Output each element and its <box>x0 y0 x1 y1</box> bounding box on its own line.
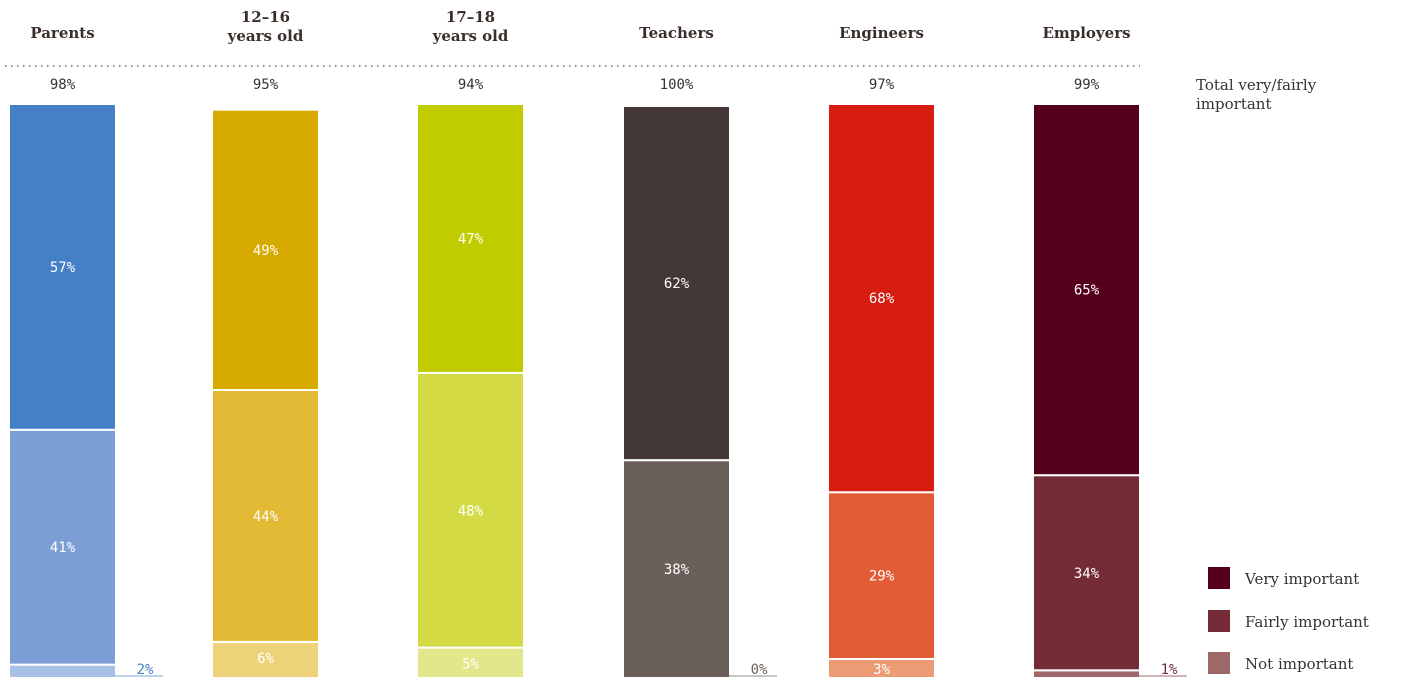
bar-segment <box>213 642 318 677</box>
data-label: 38% <box>664 562 690 578</box>
segment-separator <box>624 459 729 462</box>
segment-separator <box>213 640 318 643</box>
legend: Very important Fairly important Not import… <box>1208 567 1369 674</box>
bar-segment <box>418 105 523 372</box>
segment-separator <box>418 371 523 374</box>
bar-segment <box>1034 476 1139 670</box>
outside-data-label: 0% <box>751 662 768 677</box>
legend-label: Very important <box>1244 570 1359 588</box>
total-label-line-1: Total very/fairly <box>1196 76 1317 94</box>
data-label: 6% <box>257 651 274 667</box>
bar-segment <box>624 107 729 460</box>
bars: 41% 57% 6% 44% 49% 5% 48% 47% 38% 62% 3% 29% 68% 34% 6… <box>10 105 1139 677</box>
total-label-line-2: important <box>1196 95 1271 113</box>
bar-segment <box>418 373 523 647</box>
total-value: 100% <box>660 77 694 93</box>
segment-separator <box>829 491 934 494</box>
bar-segment <box>418 648 523 677</box>
legend-swatch <box>1208 652 1230 674</box>
bar-segment <box>1034 671 1139 677</box>
bar-segment <box>10 665 115 677</box>
data-label: 65% <box>1074 283 1100 299</box>
bar-segment <box>829 493 934 658</box>
data-label: 29% <box>869 569 895 585</box>
legend-label: Fairly important <box>1245 613 1369 631</box>
total-value: 99% <box>1074 77 1100 93</box>
data-label: 34% <box>1074 566 1100 582</box>
total-value: 98% <box>50 77 76 93</box>
legend-swatch <box>1208 610 1230 632</box>
outside-data-label: 2% <box>137 662 154 677</box>
column-header: years old <box>227 27 304 45</box>
segment-separator <box>1034 669 1139 672</box>
data-label: 47% <box>458 231 484 247</box>
total-value: 95% <box>253 77 279 93</box>
data-label: 44% <box>253 509 279 525</box>
total-value: 97% <box>869 77 895 93</box>
segment-separator <box>10 663 115 666</box>
column-header: Parents <box>30 24 94 42</box>
data-label: 41% <box>50 540 76 556</box>
legend-swatch <box>1208 567 1230 589</box>
total-values: 98% 95% 94% 100% 97% 99% <box>50 77 1100 93</box>
outside-data-label: 1% <box>1161 662 1178 677</box>
bar-segment <box>10 105 115 429</box>
bar-segment <box>213 391 318 641</box>
data-label: 48% <box>458 503 484 519</box>
segment-separator <box>1034 474 1139 477</box>
data-label: 62% <box>664 276 690 292</box>
bar-segment <box>1034 105 1139 475</box>
segment-separator <box>10 428 115 431</box>
data-label: 68% <box>869 291 895 307</box>
segment-separator <box>213 389 318 391</box>
bar-segment <box>829 659 934 677</box>
column-header: Employers <box>1042 24 1130 42</box>
outside-labels: 2% 0% 1% <box>115 662 1187 677</box>
column-header: 17–18 <box>446 8 495 26</box>
column-header: years old <box>432 27 509 45</box>
segment-separator <box>829 657 934 660</box>
bar-segment <box>829 105 934 492</box>
bar-segment <box>213 110 318 390</box>
legend-label: Not important <box>1245 655 1353 673</box>
column-header: Teachers <box>639 24 714 42</box>
column-header: 12–16 <box>241 8 290 26</box>
column-header: Engineers <box>839 24 924 42</box>
data-label: 3% <box>873 662 890 677</box>
data-label: 57% <box>50 260 76 276</box>
data-label: 5% <box>462 657 479 673</box>
bar-segment <box>10 430 115 664</box>
segment-separator <box>418 646 523 649</box>
data-label: 49% <box>253 243 279 259</box>
bar-segment <box>624 461 729 677</box>
total-value: 94% <box>458 77 484 93</box>
